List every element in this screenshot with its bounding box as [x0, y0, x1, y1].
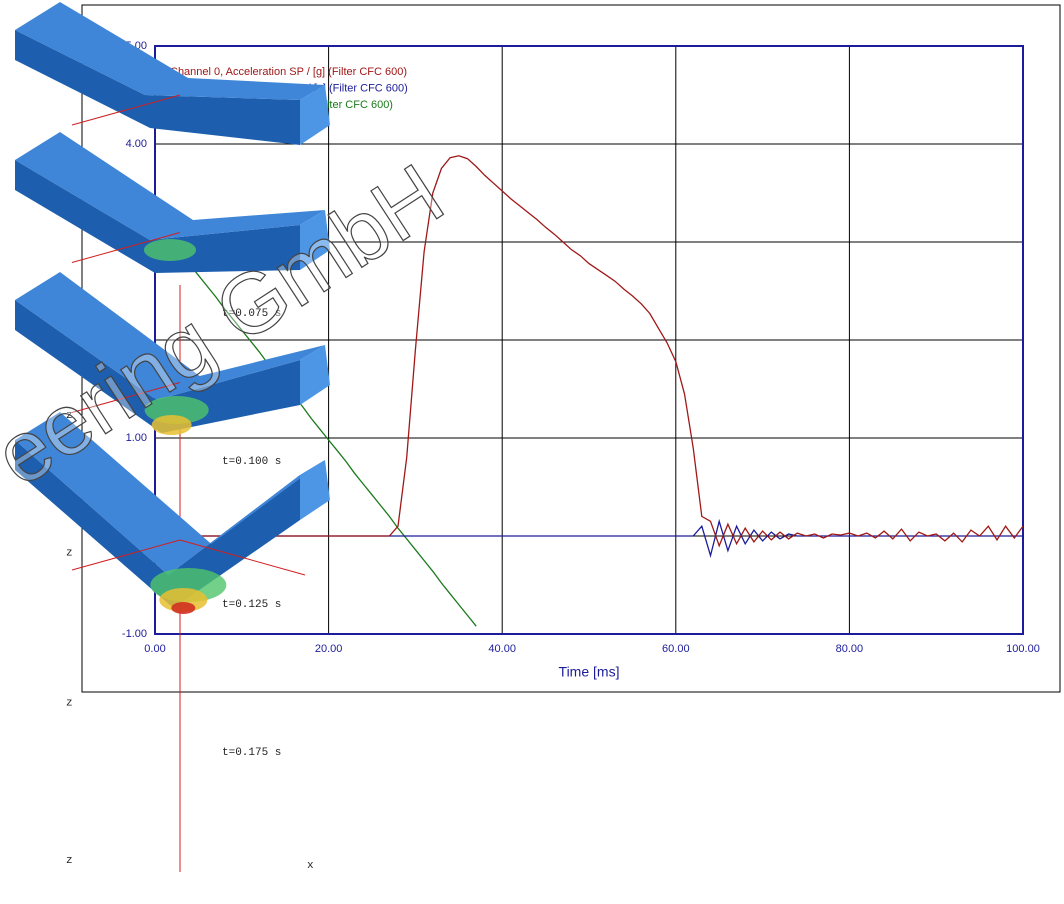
y-tick-label: 4.00: [126, 138, 147, 150]
x-tick-label: 40.00: [488, 643, 516, 655]
y-tick-label: -1.00: [122, 628, 147, 640]
frame-time: t=0.100 s: [222, 456, 281, 468]
stress-hot: [144, 239, 196, 261]
axis-z-label: z: [66, 697, 73, 709]
frame-time: t=0.125 s: [222, 599, 281, 611]
axis-x-label: x: [307, 860, 314, 872]
x-tick-label: 20.00: [315, 643, 343, 655]
x-tick-label: 60.00: [662, 643, 690, 655]
x-tick-label: 0.00: [144, 643, 165, 655]
stress-hot: [171, 602, 195, 614]
axis-z-label: z: [66, 855, 73, 867]
x-tick-label: 80.00: [836, 643, 864, 655]
legend-entry: Channel 0, Acceleration SP / [g] (Filter…: [170, 66, 407, 78]
x-tick-label: 100.00: [1006, 643, 1040, 655]
axis-z-label: z: [66, 547, 73, 559]
frame-time: t=0.175 s: [222, 747, 281, 759]
x-axis-label: Time [ms]: [559, 664, 620, 680]
screenshot: 0.0020.0040.0060.0080.00100.00-1.000.001…: [0, 0, 1064, 899]
